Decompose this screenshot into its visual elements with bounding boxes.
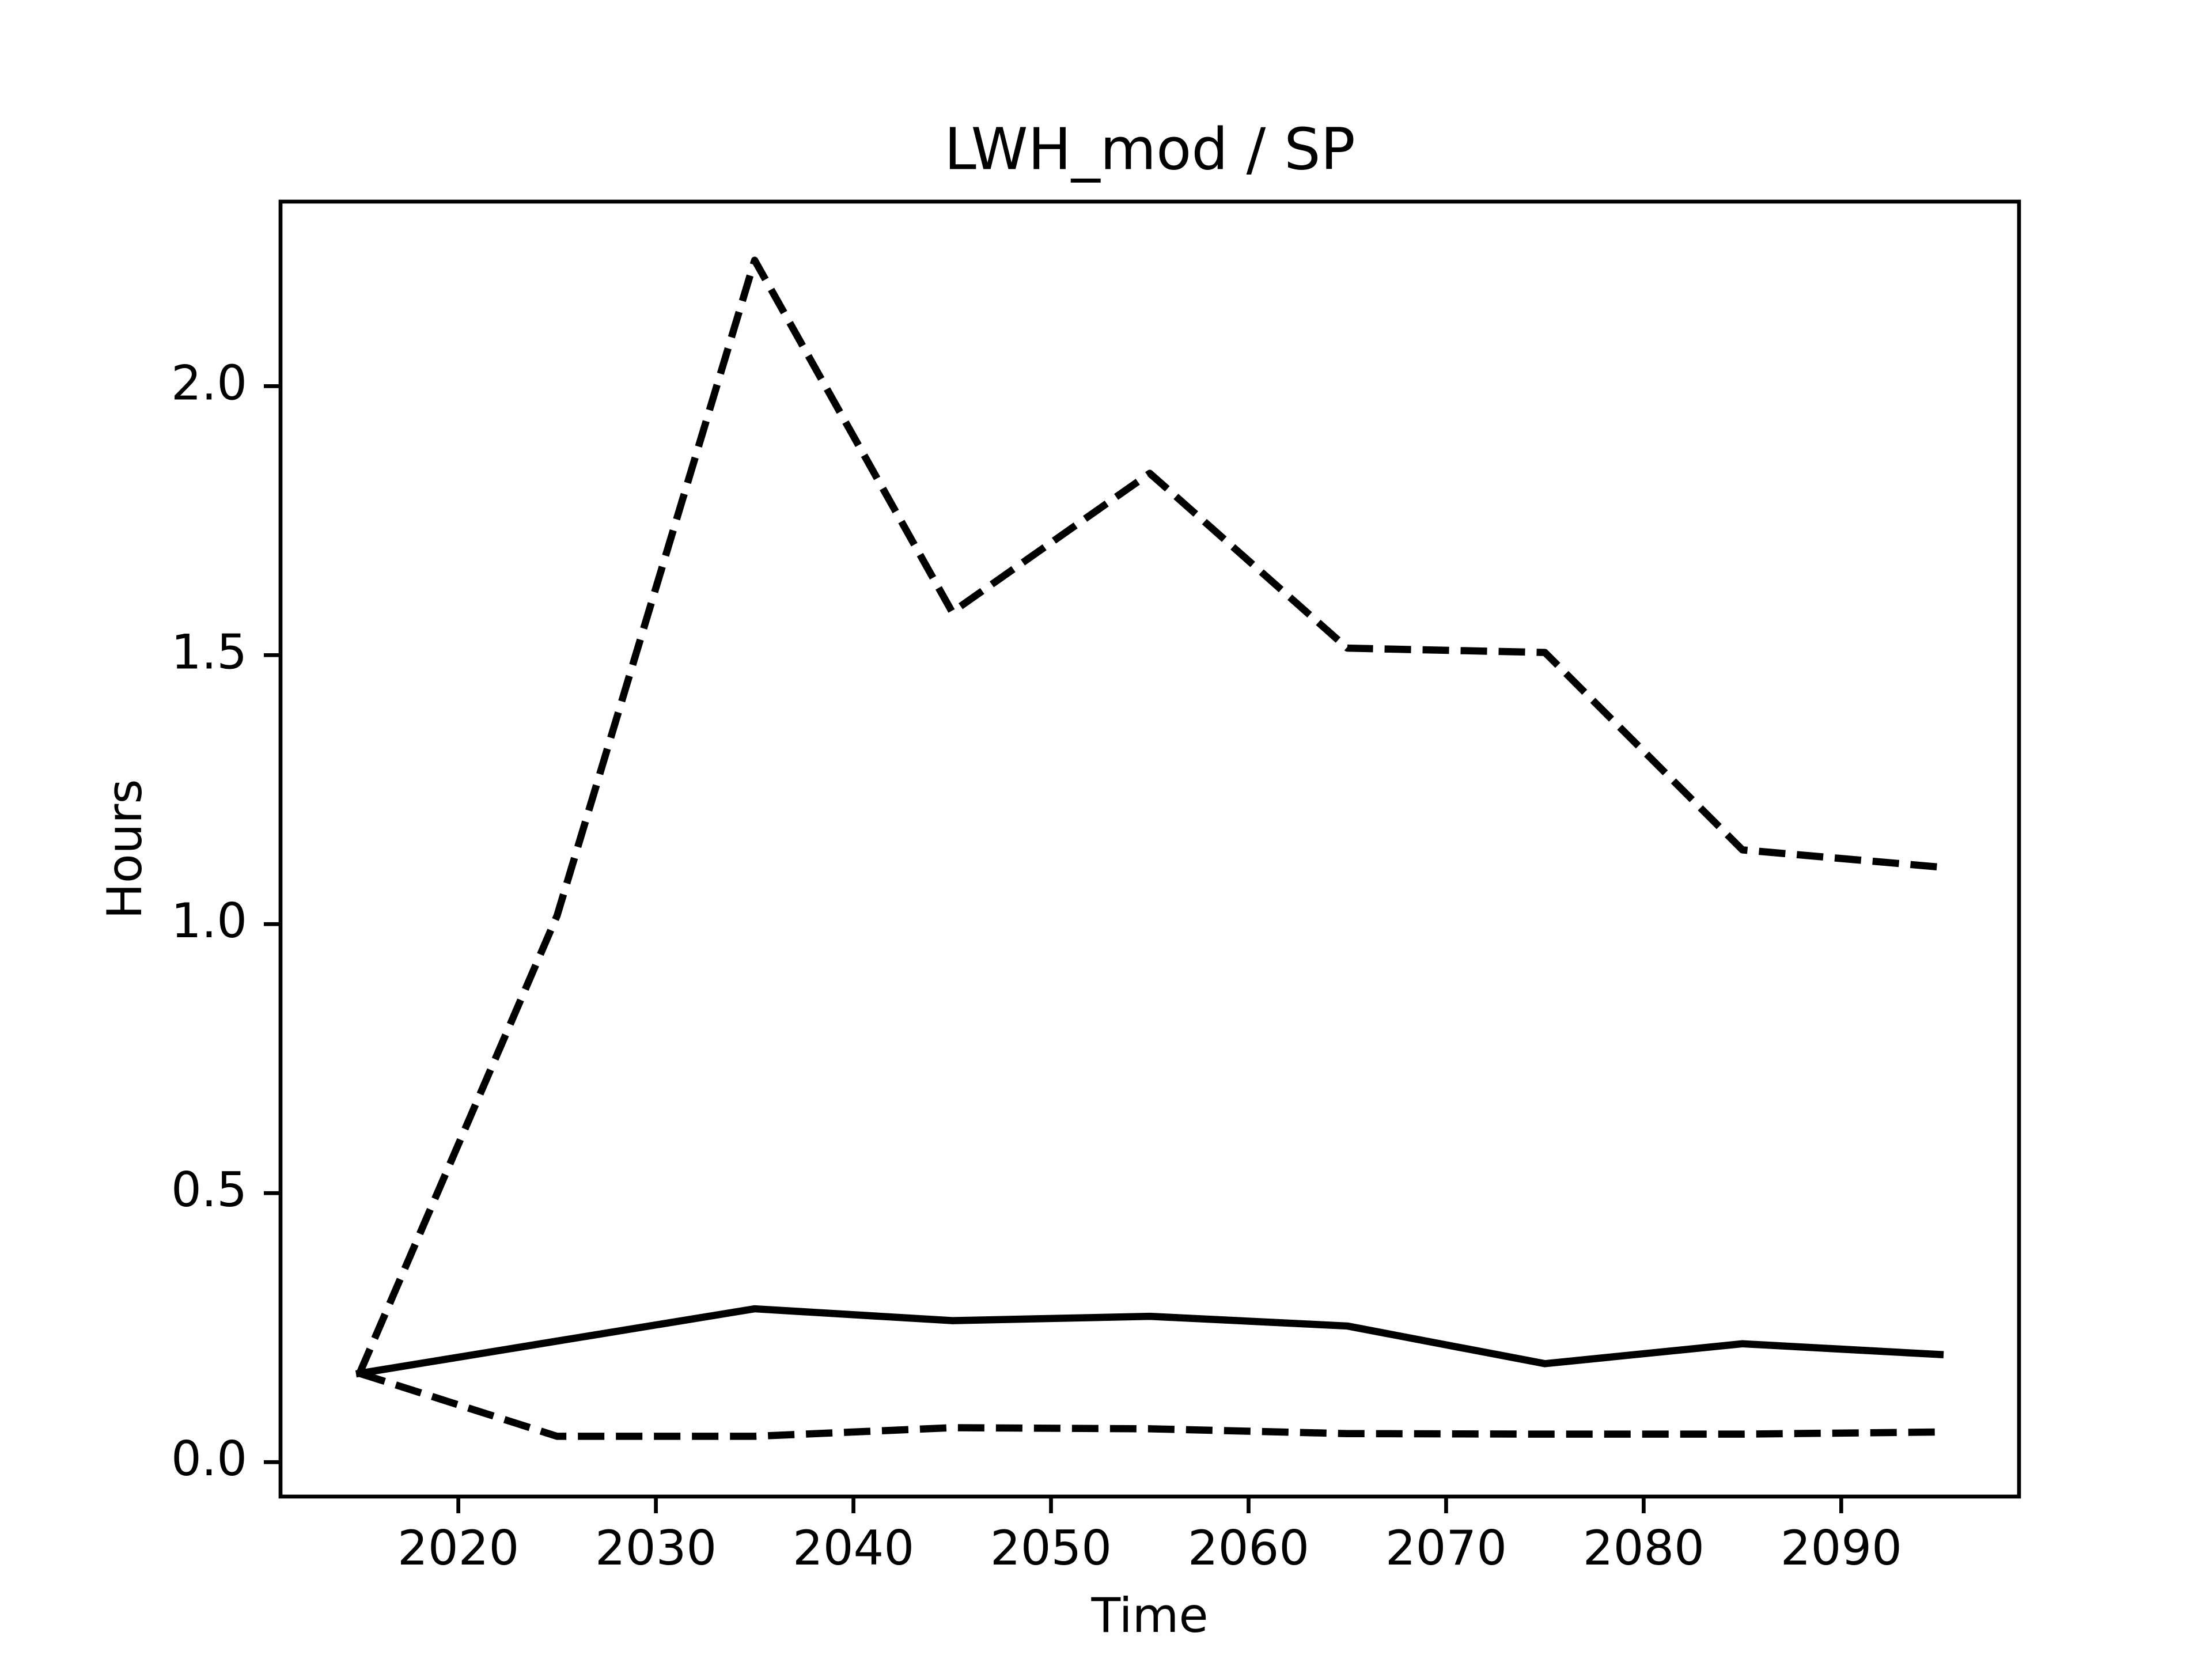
x-tick-label: 2020 <box>397 1520 519 1576</box>
x-tick-label: 2050 <box>990 1520 1112 1576</box>
x-tick-label: 2060 <box>1188 1520 1309 1576</box>
y-axis-label: Hours <box>97 779 153 919</box>
chart-title: LWH_mod / SP <box>944 115 1355 183</box>
x-tick-label: 2080 <box>1583 1520 1705 1576</box>
y-tick-label: 1.5 <box>171 624 247 680</box>
series-line <box>358 1370 1940 1440</box>
x-tick-label: 2070 <box>1385 1520 1507 1576</box>
series-line <box>355 1305 1944 1378</box>
x-axis-label: Time <box>1090 1588 1208 1643</box>
y-tick-label: 2.0 <box>171 355 247 411</box>
y-tick-label: 1.0 <box>171 893 247 949</box>
x-tick-label: 2030 <box>595 1520 717 1576</box>
plot-frame <box>278 199 2021 1499</box>
series-line <box>356 256 1941 1375</box>
y-tick-label: 0.0 <box>171 1431 247 1487</box>
y-tick-label: 0.5 <box>171 1162 247 1218</box>
x-tick-label: 2040 <box>793 1520 914 1576</box>
x-tick-label: 2090 <box>1781 1520 1902 1576</box>
